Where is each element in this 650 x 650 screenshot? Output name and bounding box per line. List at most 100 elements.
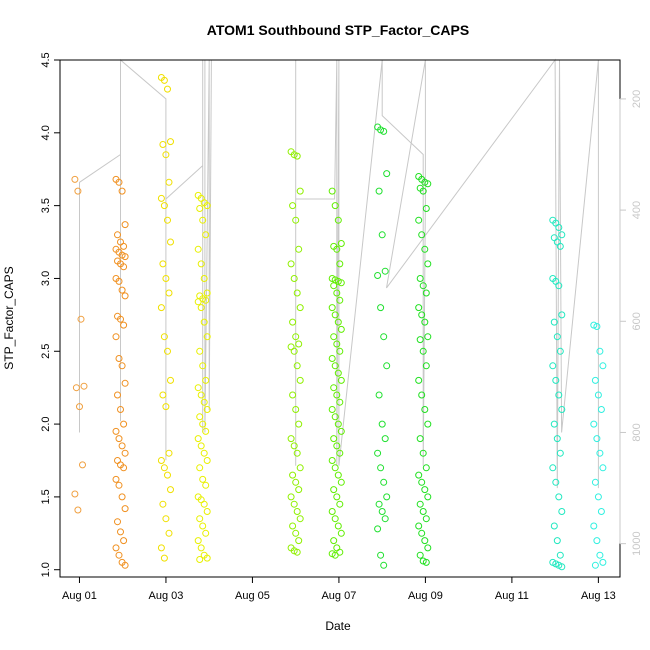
scatter-points-layer <box>71 74 607 571</box>
data-point <box>558 406 566 413</box>
data-point <box>333 340 341 348</box>
data-point <box>558 311 566 319</box>
data-point <box>74 506 82 514</box>
x-axis-label: Date <box>325 619 351 633</box>
data-point <box>593 323 601 330</box>
data-point <box>160 202 168 210</box>
data-point <box>422 289 430 297</box>
data-point <box>167 238 174 246</box>
data-point <box>558 563 566 571</box>
data-point <box>118 286 126 294</box>
data-point <box>197 442 205 450</box>
data-point <box>337 529 345 537</box>
data-point <box>295 420 303 428</box>
y-axis: 1.0 1.5 2.0 2.5 3.0 3.5 4.0 4.5 <box>40 52 61 577</box>
data-point <box>422 464 430 472</box>
data-point <box>328 406 336 413</box>
data-point <box>553 435 561 443</box>
data-point <box>383 493 391 501</box>
data-point <box>375 391 383 399</box>
data-point <box>596 347 604 355</box>
data-point <box>375 500 383 508</box>
x-axis: Aug 01 Aug 03 Aug 05 Aug 07 Aug 09 Aug 11 Aug … <box>62 576 616 602</box>
data-point <box>164 216 171 224</box>
data-point <box>550 522 558 530</box>
data-point <box>416 500 424 508</box>
data-point <box>330 435 338 443</box>
data-point <box>114 457 121 464</box>
data-point <box>121 292 129 300</box>
data-point <box>112 544 120 552</box>
data-point <box>165 289 173 297</box>
data-point <box>336 449 344 457</box>
data-point <box>202 296 210 304</box>
series-4 <box>287 148 304 556</box>
data-point <box>159 500 167 508</box>
data-point <box>157 544 165 552</box>
data-point <box>422 205 430 212</box>
data-point <box>197 304 205 312</box>
data-point <box>202 481 210 489</box>
data-point <box>421 406 429 413</box>
data-point <box>550 318 558 326</box>
data-point <box>293 508 301 515</box>
data-point <box>289 391 297 399</box>
data-point <box>292 216 300 224</box>
data-point <box>594 391 602 399</box>
data-point <box>330 486 338 494</box>
data-point <box>555 282 563 290</box>
data-point <box>597 406 605 413</box>
data-point <box>74 187 82 195</box>
data-point <box>114 231 121 239</box>
data-point <box>330 384 338 392</box>
data-point <box>292 478 300 486</box>
data-point <box>334 369 342 377</box>
data-point <box>555 224 563 231</box>
data-point <box>202 376 210 384</box>
data-point <box>549 362 557 370</box>
data-point <box>121 253 129 261</box>
data-point <box>334 216 342 224</box>
y2-tick-label: 1000 <box>631 531 643 555</box>
y-tick-label: 3.5 <box>40 198 52 213</box>
y2-tick-label: 400 <box>631 201 643 219</box>
data-point <box>203 554 211 562</box>
data-point <box>416 551 424 559</box>
data-point <box>120 537 128 545</box>
data-point <box>553 537 561 545</box>
data-point <box>415 304 423 312</box>
data-point <box>159 391 167 399</box>
data-point <box>194 435 202 443</box>
y-tick-label: 2.5 <box>40 344 52 359</box>
data-point <box>416 336 424 344</box>
x-tick-label: Aug 13 <box>581 590 616 602</box>
data-point <box>333 493 341 501</box>
data-point <box>591 376 599 384</box>
data-point <box>165 178 173 186</box>
data-point <box>200 449 208 457</box>
data-point <box>296 376 304 384</box>
series-9 <box>590 321 607 569</box>
data-point <box>422 558 430 566</box>
data-point <box>421 318 429 326</box>
data-point <box>336 500 344 508</box>
data-point <box>165 529 173 537</box>
secondary-line-layer <box>79 58 599 489</box>
data-point <box>424 420 432 428</box>
data-point <box>118 362 126 370</box>
data-point <box>120 242 128 250</box>
data-point <box>549 464 557 472</box>
data-point <box>290 442 298 450</box>
data-point <box>334 318 342 326</box>
data-point <box>334 522 342 530</box>
data-point <box>336 296 344 304</box>
y2-tick-label: 600 <box>631 312 643 330</box>
data-point <box>381 267 389 275</box>
data-point <box>287 260 295 268</box>
data-point <box>289 471 297 479</box>
data-point <box>599 558 607 566</box>
data-point <box>118 187 126 195</box>
data-point <box>117 406 124 413</box>
data-point <box>334 471 342 479</box>
